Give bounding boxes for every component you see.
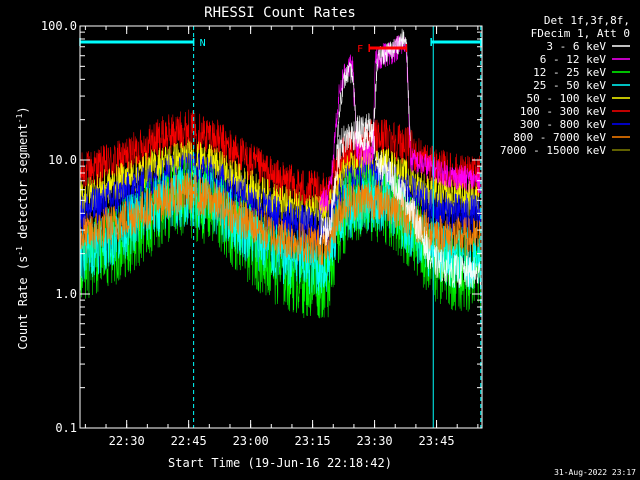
trace-white-peak: [335, 28, 411, 161]
trace-blue: [79, 152, 481, 250]
y-tick-label-2: 10.0: [48, 153, 77, 167]
legend-label-3: 25 - 50 keV: [533, 79, 606, 92]
trace-white: [319, 112, 482, 290]
traces-layer: [79, 28, 482, 319]
x-tick-label-5: 23:45: [418, 434, 454, 448]
night-label: N: [200, 38, 206, 49]
flare-label: F: [357, 44, 363, 55]
y-axis-label-mid: detector segment: [16, 123, 30, 246]
y-tick-label-1: 1.0: [55, 287, 77, 301]
y-axis-label-sup1: -1: [15, 246, 24, 256]
x-tick-label-2: 23:00: [233, 434, 269, 448]
plot-frame: [79, 25, 483, 429]
y-axis-label-sup2: -1: [15, 113, 24, 123]
y-axis-label-end: ): [16, 106, 30, 113]
footer-timestamp: 31-Aug-2022 23:17: [554, 468, 636, 477]
legend-label-6: 300 - 800 keV: [520, 118, 606, 131]
legend-header-2: FDecim 1, Att 0: [531, 27, 630, 40]
legend-label-7: 800 - 7000 keV: [513, 131, 606, 144]
x-tick-label-3: 23:15: [295, 434, 331, 448]
legend-header-1: Det 1f,3f,8f,: [544, 14, 630, 27]
legend-label-4: 50 - 100 keV: [527, 92, 607, 105]
chart-title: RHESSI Count Rates: [204, 5, 356, 21]
x-tick-label-4: 23:30: [357, 434, 393, 448]
legend-label-0: 3 - 6 keV: [546, 40, 606, 53]
x-tick-label-1: 22:45: [171, 434, 207, 448]
legend-label-5: 100 - 300 keV: [520, 105, 606, 118]
x-tick-label-0: 22:30: [109, 434, 145, 448]
axes-layer: 22:30 22:45 23:00 23:15 23:30 23:45 0.1 1.0 10.0…: [41, 19, 482, 448]
y-axis-label: Count Rate (s-1 detector segment-1): [15, 106, 30, 349]
trace-red: [79, 109, 481, 214]
x-axis-label: Start Time (19-Jun-16 22:18:42): [168, 456, 392, 470]
legend-label-1: 6 - 12 keV: [540, 53, 607, 66]
legend-label-2: 12 - 25 keV: [533, 66, 606, 79]
legend: Det 1f,3f,8f, FDecim 1, Att 0 3 - 6 keV6…: [500, 14, 630, 157]
legend-label-8: 7000 - 15000 keV: [500, 144, 606, 157]
y-tick-label-0: 0.1: [55, 421, 77, 435]
y-tick-label-3: 100.0: [41, 19, 77, 33]
y-axis-label-main: Count Rate (s: [16, 256, 30, 350]
